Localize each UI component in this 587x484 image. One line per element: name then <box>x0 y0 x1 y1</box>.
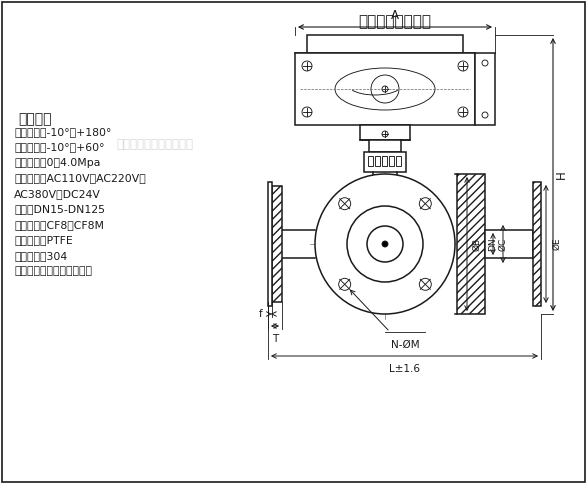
Circle shape <box>419 197 431 210</box>
Bar <box>360 125 410 140</box>
Bar <box>369 140 401 152</box>
Bar <box>533 182 541 306</box>
Text: 介质温度：-10°～+180°: 介质温度：-10°～+180° <box>14 127 112 137</box>
Bar <box>307 35 463 53</box>
Text: ØB: ØB <box>473 238 481 251</box>
Circle shape <box>339 197 350 210</box>
Circle shape <box>382 86 388 92</box>
Bar <box>368 156 373 166</box>
Text: 阀座材质：PTFE: 阀座材质：PTFE <box>14 236 73 245</box>
Text: 电动三通法兰球阀: 电动三通法兰球阀 <box>359 14 431 29</box>
Text: 浙江康赛特阀门有限公司: 浙江康赛特阀门有限公司 <box>116 138 194 151</box>
Text: 规格：DN15-DN125: 规格：DN15-DN125 <box>14 205 105 214</box>
Bar <box>272 186 282 302</box>
Bar <box>375 156 380 166</box>
Text: 技术参数: 技术参数 <box>18 112 52 126</box>
Circle shape <box>419 278 431 290</box>
Bar <box>457 174 485 314</box>
Text: 控制特点：开关型、调节型: 控制特点：开关型、调节型 <box>14 267 92 276</box>
Text: ØE: ØE <box>552 238 562 250</box>
Circle shape <box>315 174 455 314</box>
Bar <box>295 53 475 125</box>
Bar <box>389 156 394 166</box>
Circle shape <box>302 107 312 117</box>
Bar <box>485 230 533 258</box>
Text: L±1.6: L±1.6 <box>389 364 420 374</box>
Text: H: H <box>555 170 568 179</box>
Bar <box>268 182 272 306</box>
Circle shape <box>339 278 350 290</box>
Circle shape <box>367 226 403 262</box>
Text: ØC: ØC <box>498 237 508 251</box>
Text: 控制电源：AC110V、AC220V、: 控制电源：AC110V、AC220V、 <box>14 173 146 183</box>
Text: 阀杆材质：304: 阀杆材质：304 <box>14 251 68 261</box>
Circle shape <box>458 107 468 117</box>
Text: T: T <box>272 334 278 344</box>
Text: f: f <box>259 309 263 319</box>
Text: A: A <box>391 9 399 22</box>
Circle shape <box>482 112 488 118</box>
Text: N-ØM: N-ØM <box>391 340 419 350</box>
Circle shape <box>302 61 312 71</box>
Text: 阀体材质：CF8、CF8M: 阀体材质：CF8、CF8M <box>14 220 104 230</box>
Circle shape <box>382 241 388 247</box>
Circle shape <box>482 60 488 66</box>
Text: AC380V、DC24V: AC380V、DC24V <box>14 189 101 199</box>
Bar <box>382 156 387 166</box>
Text: 公称压力：0～4.0Mpa: 公称压力：0～4.0Mpa <box>14 158 100 168</box>
Bar <box>475 53 495 125</box>
Circle shape <box>382 131 388 137</box>
Circle shape <box>347 206 423 282</box>
Bar <box>396 156 401 166</box>
Circle shape <box>458 61 468 71</box>
Text: 环境温度：-10°～+60°: 环境温度：-10°～+60° <box>14 142 104 152</box>
Bar <box>364 152 406 172</box>
Text: DN: DN <box>488 237 498 251</box>
